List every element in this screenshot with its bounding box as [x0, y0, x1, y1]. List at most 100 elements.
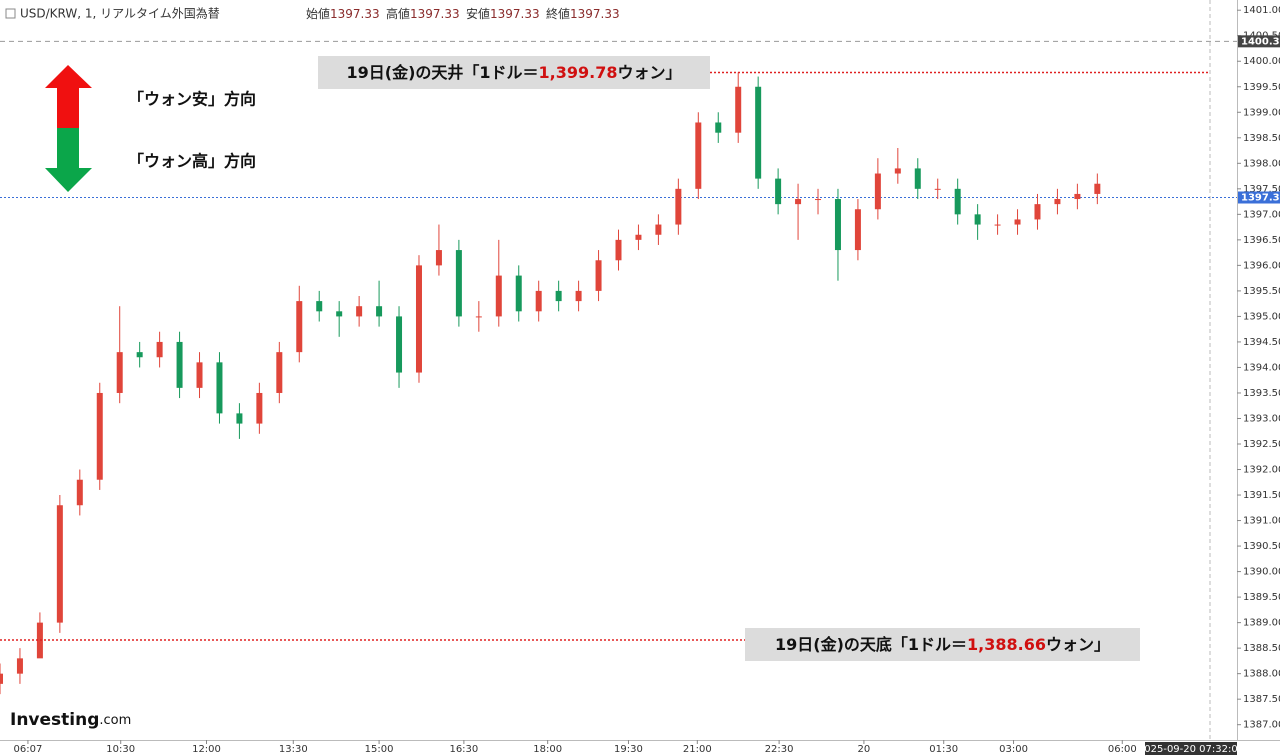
candle-body	[735, 86, 742, 133]
y-tick-label: 1388.00	[1243, 669, 1280, 680]
ohlc-item: 始値1397.33	[306, 6, 380, 21]
candle-body	[974, 214, 981, 225]
y-tick-label: 1392.00	[1243, 465, 1280, 476]
y-tick-label: 1395.50	[1243, 286, 1280, 297]
candle-body	[136, 352, 143, 358]
price-tag-label: 1400.39	[1241, 36, 1280, 47]
ohlc-item: 終値1397.33	[546, 6, 620, 21]
y-tick-label: 1393.00	[1243, 413, 1280, 424]
price-tag-label: 1397.33	[1241, 193, 1280, 204]
x-tick-label: 01:30	[929, 744, 958, 755]
y-tick-label: 1392.50	[1243, 439, 1280, 450]
x-tick-label: 22:30	[765, 744, 794, 755]
candle-body	[455, 250, 462, 317]
x-tick-label: 10:30	[106, 744, 135, 755]
x-tick-label: 06:00	[1108, 744, 1137, 755]
logo: Investing.com	[10, 710, 131, 730]
candle-body	[415, 265, 422, 373]
candle-body	[775, 178, 782, 205]
x-tick-label: 18:00	[533, 744, 562, 755]
y-tick-label: 1390.00	[1243, 567, 1280, 578]
candle-body	[316, 301, 323, 312]
logo-suffix: .com	[99, 713, 131, 728]
y-tick-label: 1399.50	[1243, 82, 1280, 93]
x-tick-label: 19:30	[614, 744, 643, 755]
x-tick-label: 20	[858, 744, 871, 755]
y-tick-label: 1389.00	[1243, 618, 1280, 629]
x-tick-label: 12:00	[192, 744, 221, 755]
date-label: 2025-09-20 07:32:00	[1138, 744, 1244, 755]
candle-body	[0, 673, 3, 684]
candle-body	[435, 250, 442, 266]
candle-body	[834, 199, 841, 251]
y-tick-label: 1400.00	[1243, 56, 1280, 67]
date-box	[1145, 742, 1237, 755]
candle-body	[56, 505, 63, 623]
x-tick-label: 21:00	[683, 744, 712, 755]
x-tick-label: 15:00	[365, 744, 394, 755]
annotation-prefix: 19日(金)の天底「1ドル＝	[775, 635, 967, 654]
y-tick-label: 1393.50	[1243, 388, 1280, 399]
candle-body	[515, 275, 522, 312]
candle-body	[655, 224, 662, 235]
candle-body	[376, 306, 383, 317]
y-tick-label: 1396.50	[1243, 235, 1280, 246]
y-tick-label: 1398.00	[1243, 158, 1280, 169]
candle-body	[495, 275, 502, 317]
candle-body	[715, 122, 722, 133]
candle-body	[874, 173, 881, 210]
y-tick-label: 1396.00	[1243, 260, 1280, 271]
ohlc-value: 1397.33	[410, 7, 460, 21]
candle-body	[575, 290, 582, 302]
candle-body	[236, 413, 243, 424]
candle-body	[595, 260, 602, 291]
x-tick-label: 16:30	[449, 744, 478, 755]
candle-body	[396, 316, 403, 373]
y-tick-label: 1398.50	[1243, 133, 1280, 144]
candle-body	[635, 234, 642, 240]
candle-body	[675, 188, 682, 225]
candle-body	[795, 199, 802, 205]
candle-body	[176, 341, 183, 388]
candle-body	[815, 199, 822, 201]
candle-body	[755, 86, 762, 179]
candle-body	[76, 479, 83, 506]
candle-body	[156, 341, 163, 358]
candle-body	[1014, 219, 1021, 225]
down-arrow	[45, 128, 92, 192]
x-tick-label: 13:30	[279, 744, 308, 755]
collapse-icon[interactable]	[5, 8, 16, 19]
x-tick-label: 03:00	[999, 744, 1028, 755]
ohlc-value: 1397.33	[570, 7, 620, 21]
y-tick-label: 1397.50	[1243, 184, 1280, 195]
y-tick-label: 1390.50	[1243, 541, 1280, 552]
up-direction-label: 「ウォン安」方向	[128, 90, 256, 109]
candle-body	[16, 658, 23, 674]
candle-body	[96, 392, 103, 480]
y-tick-label: 1401.00	[1243, 5, 1280, 16]
ohlc-label: 始値	[306, 6, 330, 21]
annotation-box	[745, 628, 1140, 661]
candle-body	[854, 209, 861, 251]
candle-body	[555, 290, 562, 302]
annotation-prefix: 19日(金)の天井「1ドル＝	[347, 63, 539, 82]
ohlc-label: 終値	[546, 6, 570, 21]
annotation-text: 19日(金)の天井「1ドル＝1,399.78ウォン」	[347, 63, 682, 82]
annotation-suffix: ウォン」	[617, 63, 681, 82]
candle-body	[336, 311, 343, 317]
ohlc-item: 高値1397.33	[386, 6, 460, 21]
price-tag-box	[1238, 35, 1280, 48]
candle-body	[356, 306, 363, 317]
annotation-value: 1,388.66	[967, 635, 1046, 654]
y-tick-label: 1399.00	[1243, 107, 1280, 118]
y-tick-label: 1394.50	[1243, 337, 1280, 348]
candle-body	[256, 392, 263, 424]
candle-body	[216, 362, 223, 414]
candle-body	[1054, 199, 1061, 205]
candle-body	[36, 622, 43, 659]
candle-body	[535, 290, 542, 312]
candle-body	[934, 188, 941, 190]
annotation-text: 19日(金)の天底「1ドル＝1,388.66ウォン」	[775, 635, 1110, 654]
candle-body	[695, 122, 702, 189]
